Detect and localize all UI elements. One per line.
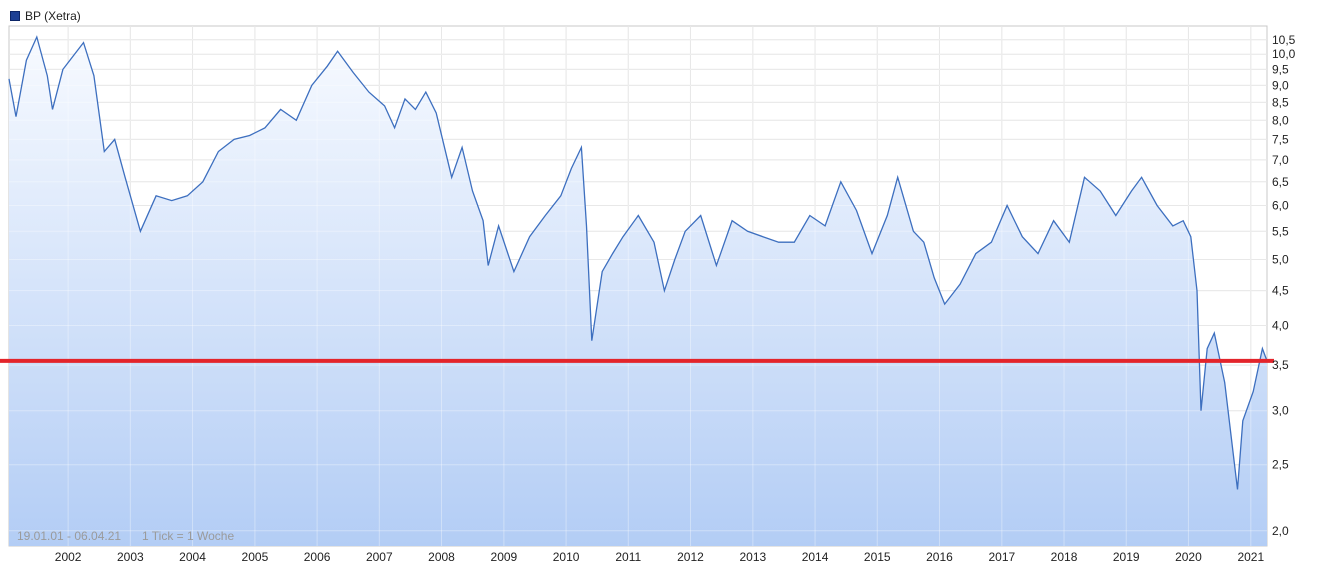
y-tick-label: 7,5 bbox=[1272, 132, 1289, 146]
legend: BP (Xetra) bbox=[10, 8, 81, 24]
x-tick-label: 2014 bbox=[802, 550, 829, 564]
y-tick-label: 4,0 bbox=[1272, 319, 1289, 333]
x-tick-label: 2007 bbox=[366, 550, 393, 564]
x-tick-label: 2015 bbox=[864, 550, 891, 564]
y-tick-label: 7,0 bbox=[1272, 153, 1289, 167]
y-tick-label: 9,0 bbox=[1272, 78, 1289, 92]
y-tick-label: 10,0 bbox=[1272, 47, 1296, 61]
y-tick-label: 6,5 bbox=[1272, 175, 1289, 189]
x-tick-label: 2019 bbox=[1113, 550, 1140, 564]
y-tick-label: 4,5 bbox=[1272, 284, 1289, 298]
y-tick-label: 2,0 bbox=[1272, 524, 1289, 538]
price-area bbox=[9, 37, 1267, 546]
y-tick-label: 2,5 bbox=[1272, 458, 1289, 472]
y-tick-label: 10,5 bbox=[1272, 33, 1296, 47]
x-axis-labels: 2002 2003 2004 2005 2006 2007 2008 2009 2010 2011… bbox=[55, 550, 1265, 564]
date-range-label: 19.01.01 - 06.04.21 bbox=[17, 529, 121, 543]
x-tick-label: 2003 bbox=[117, 550, 144, 564]
y-tick-label: 3,5 bbox=[1272, 358, 1289, 372]
y-tick-label: 6,0 bbox=[1272, 198, 1289, 212]
x-tick-label: 2012 bbox=[677, 550, 704, 564]
y-tick-label: 5,0 bbox=[1272, 252, 1289, 266]
x-tick-label: 2021 bbox=[1237, 550, 1264, 564]
x-tick-label: 2013 bbox=[740, 550, 767, 564]
y-tick-label: 5,5 bbox=[1272, 224, 1289, 238]
legend-label: BP (Xetra) bbox=[25, 9, 81, 23]
legend-swatch bbox=[10, 11, 20, 21]
y-tick-label: 9,5 bbox=[1272, 62, 1289, 76]
x-tick-label: 2011 bbox=[615, 550, 641, 564]
y-tick-label: 8,0 bbox=[1272, 113, 1289, 127]
y-axis-labels: 2,0 2,5 3,0 3,5 4,0 4,5 5,0 5,5 6,0 6,5 7,0 7,5 8,0 8… bbox=[1272, 33, 1296, 538]
tick-interval-label: 1 Tick = 1 Woche bbox=[142, 529, 234, 543]
x-tick-label: 2004 bbox=[179, 550, 206, 564]
x-tick-label: 2002 bbox=[55, 550, 82, 564]
x-tick-label: 2016 bbox=[926, 550, 953, 564]
x-tick-label: 2009 bbox=[491, 550, 518, 564]
price-line bbox=[8, 35, 1268, 490]
x-tick-label: 2005 bbox=[242, 550, 269, 564]
x-tick-label: 2008 bbox=[428, 550, 455, 564]
y-tick-label: 3,0 bbox=[1272, 404, 1289, 418]
y-tick-label: 8,5 bbox=[1272, 95, 1289, 109]
x-tick-label: 2017 bbox=[988, 550, 1015, 564]
x-tick-label: 2020 bbox=[1175, 550, 1202, 564]
x-tick-label: 2018 bbox=[1051, 550, 1078, 564]
grid-overlay bbox=[9, 26, 1267, 546]
x-tick-label: 2010 bbox=[553, 550, 580, 564]
x-tick-label: 2006 bbox=[304, 550, 331, 564]
